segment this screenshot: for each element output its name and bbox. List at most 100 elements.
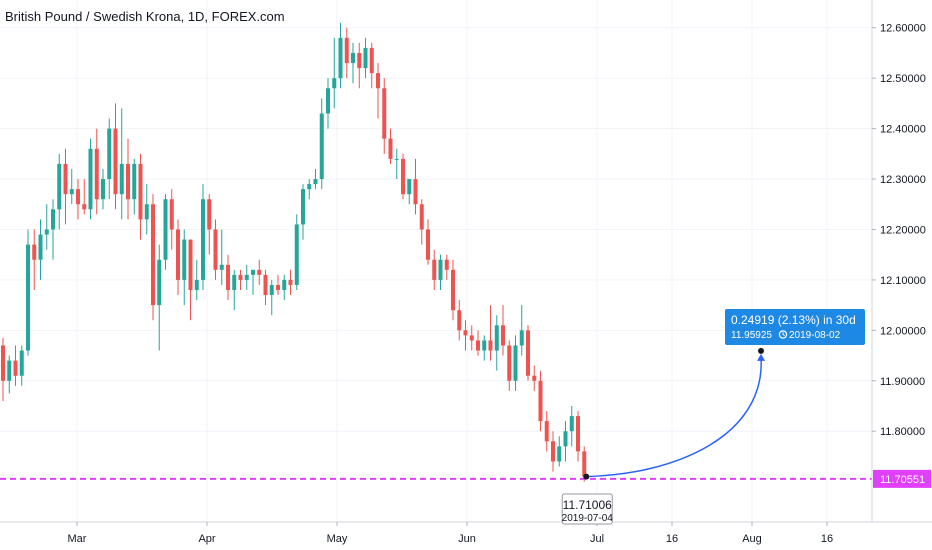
candle-up: [44, 204, 49, 250]
candle-up: [57, 153, 62, 230]
x-tick-label: Mar: [68, 533, 87, 545]
candle-up: [201, 184, 205, 290]
candle-body: [51, 209, 55, 230]
candle-up: [26, 229, 30, 356]
projection-start-point[interactable]: [583, 473, 590, 480]
candle-down: [432, 249, 437, 290]
candle-body: [432, 259, 437, 280]
candle-body: [257, 269, 262, 275]
candle-down: [444, 254, 449, 280]
candle-body: [401, 158, 405, 195]
candle-down: [263, 269, 268, 306]
cursor-price-value: 11.71006: [563, 498, 612, 512]
candle-body: [494, 325, 499, 351]
candle-body: [19, 350, 24, 376]
candle-body: [551, 441, 555, 462]
candle-up: [38, 219, 43, 280]
candle-up: [107, 118, 112, 200]
candle-body: [238, 274, 243, 280]
y-tick-label: 12.30000: [880, 174, 926, 186]
candle-body: [132, 163, 137, 200]
candle-down: [369, 42, 374, 89]
candle-up: [319, 98, 324, 190]
candle-body: [88, 148, 93, 210]
candle-body: [451, 269, 455, 311]
candle-body: [94, 148, 99, 200]
candle-up: [251, 269, 255, 296]
candle-body: [226, 264, 230, 290]
x-tick-label: Jun: [458, 533, 476, 545]
y-tick-label: 12.20000: [880, 224, 926, 236]
candle-body: [288, 279, 293, 285]
candle-down: [488, 305, 493, 361]
candle-body: [194, 279, 199, 290]
chart-title: British Pound / Swedish Krona, 1D, FOREX…: [5, 9, 285, 24]
candle-body: [469, 335, 474, 341]
candle-up: [294, 214, 299, 290]
candle-body: [188, 239, 193, 290]
candle-down: [544, 411, 549, 452]
y-tick-label: 12.00000: [880, 325, 926, 337]
candle-body: [532, 375, 537, 381]
candle-down: [507, 340, 512, 391]
time-axis[interactable]: Mar Apr May Jun Jul 16 Aug 16: [68, 522, 834, 545]
candle-body: [213, 229, 218, 270]
candle-up: [563, 421, 568, 462]
candle-body: [394, 158, 399, 160]
candle-body: [32, 244, 37, 260]
candle-body: [119, 163, 124, 195]
y-tick-label: 12.50000: [880, 73, 926, 85]
candle-up: [363, 37, 368, 79]
candle-down: [32, 229, 37, 290]
candle-down: [13, 345, 18, 386]
candle-down: [419, 199, 424, 245]
candle-body: [207, 199, 212, 230]
candle-body: [326, 88, 330, 114]
candle-up: [494, 315, 499, 371]
candle-down: [538, 370, 543, 432]
candle-body: [463, 330, 468, 336]
projection-target-value: 11.95925: [731, 330, 772, 341]
candle-body: [476, 340, 480, 351]
candle-up: [232, 269, 237, 311]
candle-body: [407, 179, 412, 195]
candle-down: [501, 305, 505, 356]
candle-down: [213, 219, 218, 280]
candle-body: [307, 184, 312, 190]
candle-body: [426, 229, 430, 260]
candle-body: [488, 340, 493, 351]
candle-body: [157, 259, 162, 306]
candle-down: [226, 254, 230, 301]
candle-body: [294, 224, 299, 285]
y-tick-label: 11.80000: [880, 426, 925, 438]
candle-down: [576, 411, 580, 462]
candle-up: [394, 148, 399, 180]
candle-body: [569, 416, 574, 432]
candle-up: [282, 274, 287, 301]
candle-body: [251, 269, 255, 275]
current-price-axis-label: 11.70551: [873, 469, 931, 488]
candle-up: [438, 254, 443, 290]
projection-info-box[interactable]: 0.24919 (2.13%) in 30d 11.95925 2019-08-…: [725, 309, 865, 345]
candle-body: [126, 163, 130, 200]
candle-body: [582, 451, 587, 477]
candle-down: [469, 325, 474, 351]
y-tick-label: 11.90000: [880, 376, 925, 388]
candle-up: [69, 168, 74, 205]
y-tick-label: 12.60000: [880, 23, 926, 35]
candle-body: [219, 264, 224, 270]
projection-end-point[interactable]: [757, 346, 765, 355]
candle-up: [219, 229, 224, 285]
candle-body: [557, 446, 562, 462]
candle-body: [369, 47, 374, 74]
candle-body: [182, 239, 187, 280]
price-axis[interactable]: 12.60000 12.50000 12.40000 12.30000 12.20000…: [872, 23, 926, 438]
candle-up: [351, 42, 355, 84]
candle-body: [163, 199, 168, 260]
candle-up: [301, 184, 305, 240]
candle-body: [107, 128, 112, 180]
candle-body: [444, 259, 449, 270]
clock-icon: [778, 330, 788, 339]
candle-up: [519, 305, 524, 356]
